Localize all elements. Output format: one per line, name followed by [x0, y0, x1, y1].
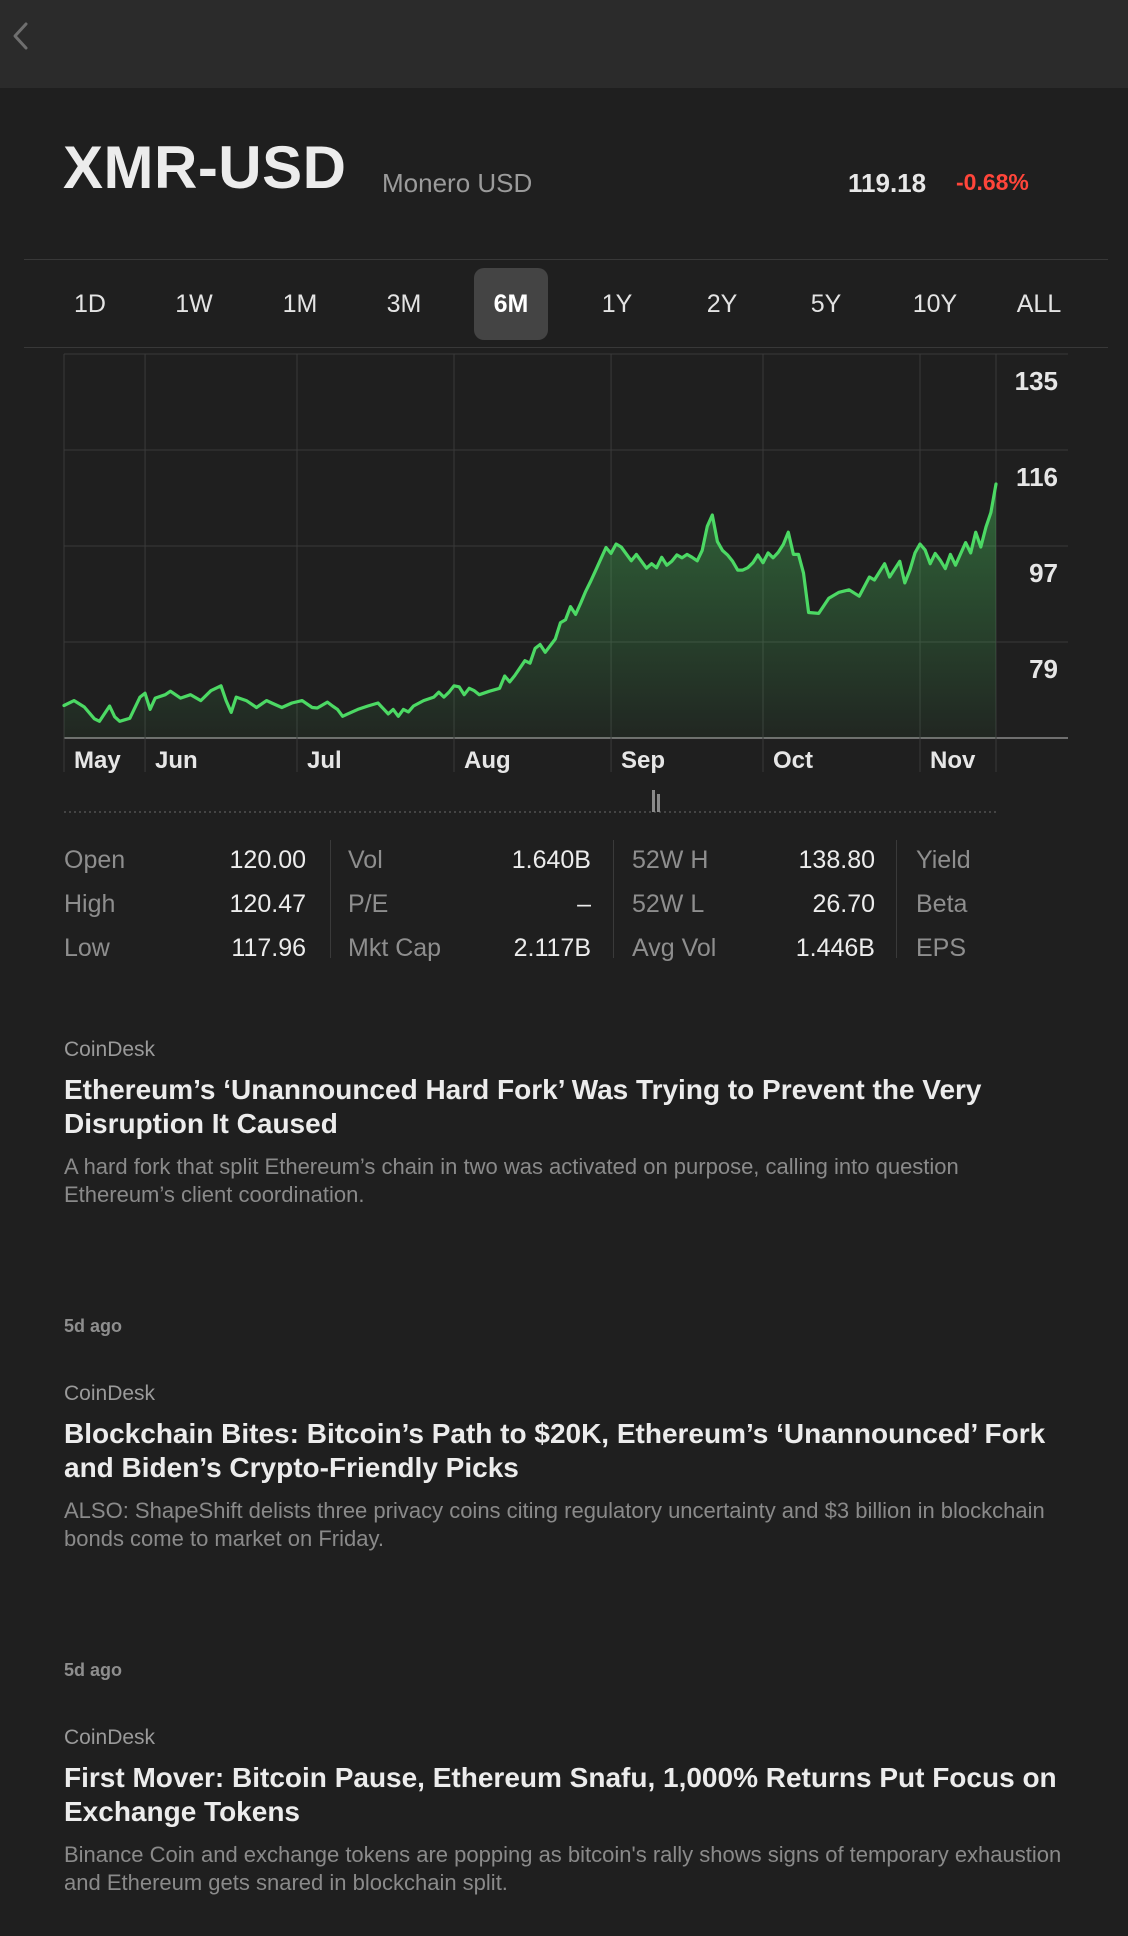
- ticker-symbol: XMR-USD: [63, 134, 347, 201]
- chevron-left-icon: [13, 22, 28, 50]
- range-tab-10y[interactable]: 10Y: [912, 290, 958, 318]
- x-tick-label: Sep: [621, 747, 665, 774]
- range-tab-1w[interactable]: 1W: [175, 290, 213, 318]
- x-tick-label: Jul: [307, 747, 342, 774]
- volume-bar: [657, 794, 660, 812]
- stat-label-low: Low: [64, 934, 110, 962]
- x-axis-labels: May Jun Jul Aug Sep Oct Nov: [74, 747, 976, 774]
- news-summary: Binance Coin and exchange tokens are pop…: [64, 1842, 1062, 1895]
- news-summary: ALSO: ShapeShift delists three privacy c…: [64, 1498, 1045, 1551]
- stat-label-eps: EPS: [916, 934, 967, 962]
- news-summary: A hard fork that split Ethereum’s chain …: [64, 1154, 959, 1207]
- y-tick-label: 79: [1029, 654, 1058, 684]
- y-axis-labels: 135 116 97 79: [1015, 366, 1058, 684]
- news-timestamp: 5d ago: [64, 1316, 123, 1336]
- y-tick-label: 97: [1029, 558, 1058, 588]
- range-tab-3m[interactable]: 3M: [386, 290, 422, 318]
- stat-label-yield: Yield: [916, 846, 971, 874]
- company-name: Monero USD: [382, 168, 533, 198]
- stat-value-open: 120.00: [229, 846, 306, 874]
- chart-price-line: [62, 482, 998, 723]
- y-tick-label: 116: [1016, 462, 1058, 492]
- range-tab-6m[interactable]: 6M: [474, 268, 548, 340]
- header-divider: [24, 259, 1108, 260]
- stat-value-mkt-cap: 2.117B: [513, 934, 591, 962]
- chart-area-fill: [64, 484, 996, 738]
- stat-value-vol: 1.640B: [511, 846, 591, 874]
- range-divider: [24, 347, 1108, 348]
- range-tab-5y[interactable]: 5Y: [810, 290, 842, 318]
- stat-label-vol: Vol: [348, 846, 383, 874]
- volume-bar: [652, 790, 655, 812]
- volume-strip: [64, 790, 996, 813]
- stats-grid: Open 120.00 High 120.47 Low 117.96 Vol 1…: [0, 840, 1128, 970]
- news-headline[interactable]: Ethereum’s ‘Unannounced Hard Fork’ Was T…: [64, 1074, 982, 1139]
- stat-label-open: Open: [64, 846, 126, 874]
- news-timestamp: 5d ago: [64, 1660, 123, 1680]
- news-source: CoinDesk: [64, 1038, 156, 1061]
- news-headline[interactable]: First Mover: Bitcoin Pause, Ethereum Sna…: [64, 1762, 1057, 1827]
- x-tick-label: Oct: [773, 747, 813, 774]
- stat-label-52w-low: 52W L: [632, 890, 705, 918]
- price-chart[interactable]: 135 116 97 79 May Jun Jul Aug Sep Oct Nov: [0, 340, 1128, 820]
- range-tab-1d[interactable]: 1D: [74, 290, 106, 318]
- stat-value-low: 117.96: [231, 934, 306, 962]
- news-source: CoinDesk: [64, 1382, 156, 1405]
- news-headline[interactable]: Blockchain Bites: Bitcoin’s Path to $20K…: [64, 1418, 1046, 1483]
- title-bar: [0, 0, 1128, 88]
- quote-header: XMR-USD Monero USD 119.18 -0.68%: [0, 88, 1128, 258]
- range-tab-1y[interactable]: 1Y: [601, 290, 633, 318]
- stats-separator: [896, 840, 897, 958]
- stats-separator: [613, 840, 614, 958]
- stat-value-high: 120.47: [229, 890, 306, 918]
- stat-value-avg-vol: 1.446B: [795, 934, 875, 962]
- stats-separator: [330, 840, 331, 958]
- price-change: -0.68%: [956, 169, 1029, 195]
- stat-label-52w-high: 52W H: [632, 846, 709, 874]
- stat-label-high: High: [64, 890, 116, 918]
- stat-label-mkt-cap: Mkt Cap: [348, 934, 442, 962]
- news-item[interactable]: CoinDesk First Mover: Bitcoin Pause, Eth…: [64, 1727, 1064, 1897]
- back-button[interactable]: [6, 16, 36, 56]
- x-tick-label: Aug: [464, 747, 511, 774]
- x-tick-label: Nov: [930, 747, 976, 774]
- current-price: 119.18: [848, 168, 927, 198]
- time-range-selector: 1D 1W 1M 3M 6M 1Y 2Y 5Y 10Y ALL: [48, 268, 1080, 340]
- range-tab-2y[interactable]: 2Y: [706, 290, 738, 318]
- range-tab-all[interactable]: ALL: [1016, 290, 1062, 318]
- range-tab-1m[interactable]: 1M: [282, 290, 318, 318]
- stat-value-52w-high: 138.80: [798, 846, 875, 874]
- stat-label-avg-vol: Avg Vol: [632, 934, 717, 962]
- x-tick-label: Jun: [155, 747, 198, 774]
- x-tick-label: May: [74, 747, 121, 774]
- stat-label-beta: Beta: [916, 890, 968, 918]
- stat-value-52w-low: 26.70: [812, 890, 875, 918]
- news-source: CoinDesk: [64, 1726, 156, 1749]
- news-item[interactable]: CoinDesk Blockchain Bites: Bitcoin’s Pat…: [64, 1383, 1064, 1553]
- stat-value-pe: –: [577, 890, 591, 918]
- y-tick-label: 135: [1015, 366, 1058, 396]
- news-item[interactable]: CoinDesk Ethereum’s ‘Unannounced Hard Fo…: [64, 1039, 1064, 1209]
- stat-label-pe: P/E: [348, 890, 389, 918]
